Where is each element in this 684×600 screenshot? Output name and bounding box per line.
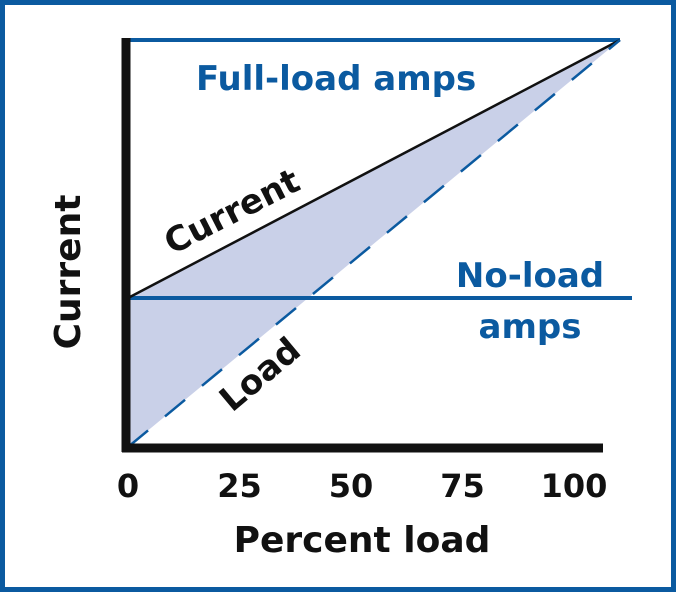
y-axis-label: Current bbox=[48, 195, 89, 350]
x-tick-label: 75 bbox=[440, 467, 485, 505]
x-tick-label: 50 bbox=[329, 467, 374, 505]
no-load-amps-label: amps bbox=[479, 307, 582, 347]
load-line bbox=[127, 39, 621, 448]
current-line bbox=[127, 38, 621, 300]
x-axis-label: Percent load bbox=[234, 520, 491, 561]
x-tick-label: 25 bbox=[217, 467, 262, 505]
x-tick-label: 0 bbox=[117, 467, 139, 505]
no-load-label: No-load bbox=[456, 256, 604, 296]
x-tick-label: 100 bbox=[541, 467, 608, 505]
full-load-label: Full-load amps bbox=[196, 59, 476, 99]
